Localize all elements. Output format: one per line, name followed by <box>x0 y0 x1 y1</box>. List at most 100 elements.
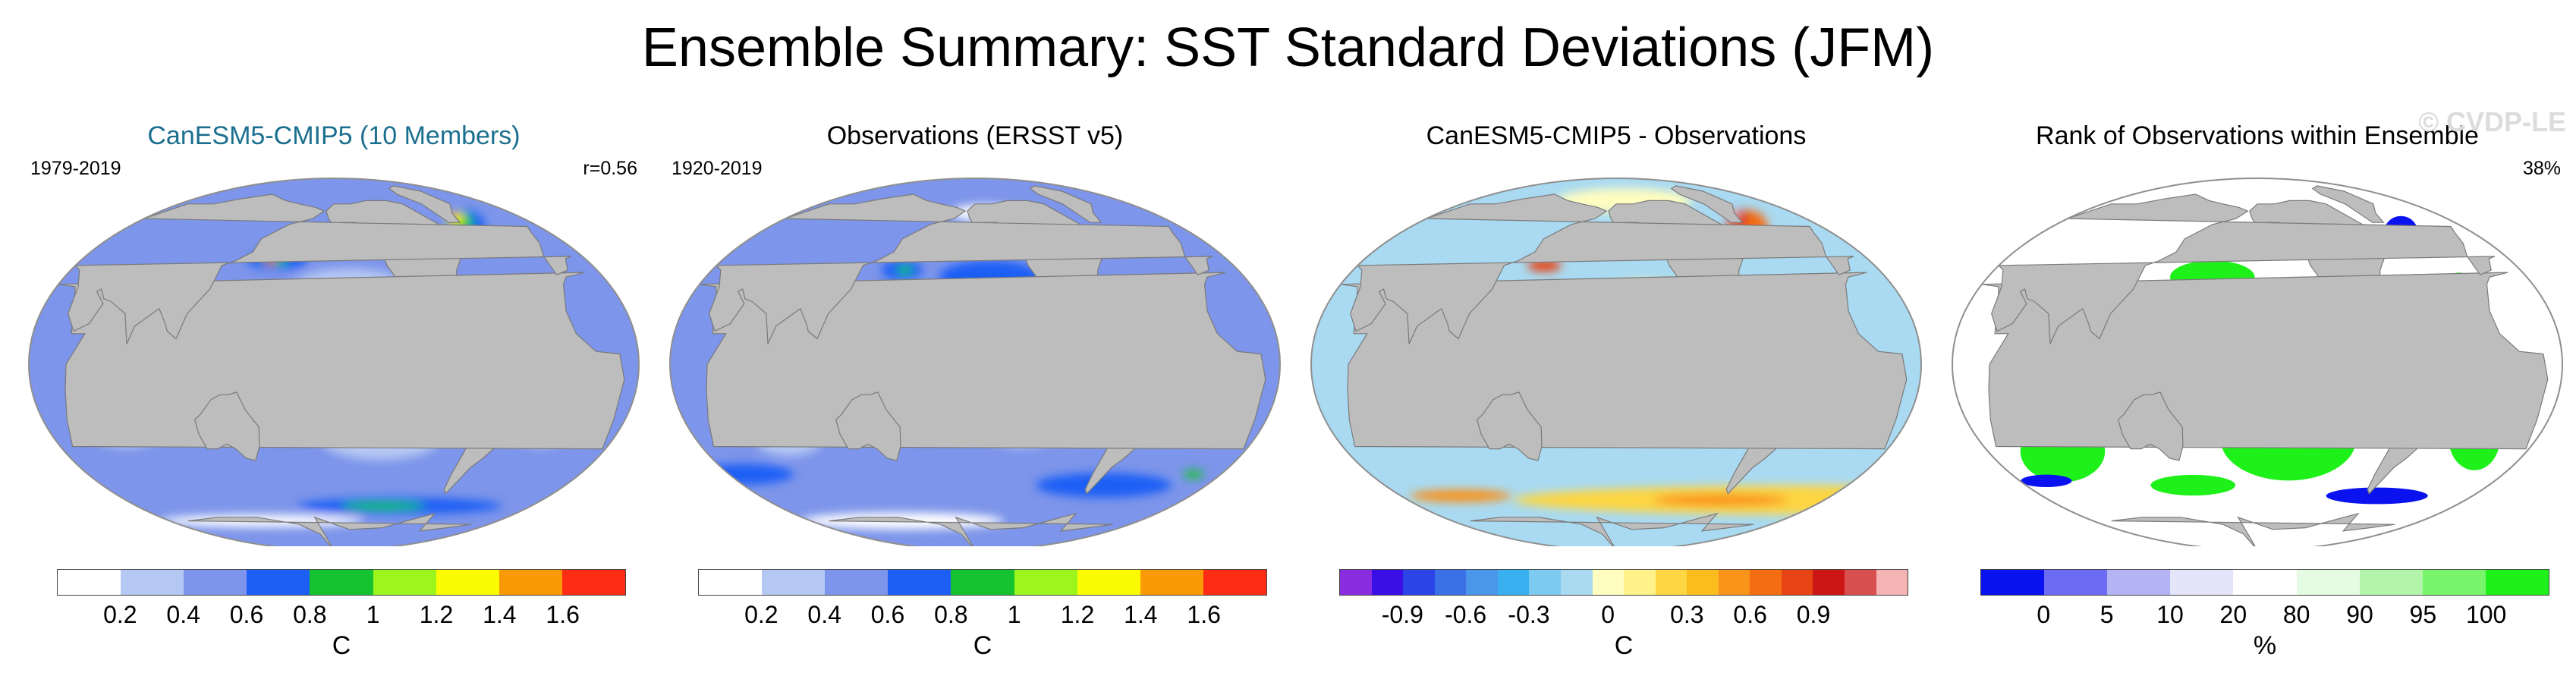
watermark: © CVDP-LE <box>2418 106 2566 137</box>
colorbar-segment <box>951 570 1014 595</box>
colorbar-tick-label: 0.8 <box>934 601 968 628</box>
map <box>669 178 1281 546</box>
colorbar-segment <box>247 570 310 595</box>
map <box>1952 178 2563 546</box>
colorbar-segment <box>436 570 499 595</box>
stat-label: 38% <box>2522 158 2561 179</box>
colorbar-segment <box>699 570 763 595</box>
colorbar-tick-label: 0.9 <box>1796 601 1831 628</box>
colorbar-tick-label: 0.4 <box>166 601 200 628</box>
colorbar-tick-label: 1.4 <box>1124 601 1158 628</box>
colorbar-segment <box>1624 570 1656 595</box>
colorbar-segment <box>825 570 889 595</box>
colorbar-tick-label: 100 <box>2465 601 2507 628</box>
colorbar-segment <box>2170 570 2234 595</box>
colorbar-tick-label: -0.9 <box>1381 601 1423 628</box>
colorbar-tick-label: 0 <box>1601 601 1615 628</box>
colorbar-segment <box>1655 570 1687 595</box>
colorbar-segment <box>373 570 436 595</box>
colorbar-segment <box>1340 570 1372 595</box>
colorbar-segment <box>1403 570 1435 595</box>
land-greenland <box>2311 185 2385 223</box>
map-border <box>28 178 640 546</box>
colorbar-ticks: 0.2 0.4 0.6 0.8 1 1.2 1.4 1.6 <box>698 601 1267 631</box>
land-africa <box>58 272 625 450</box>
colorbar-tick-label: 1 <box>1007 601 1021 628</box>
colorbar-segment <box>58 570 121 595</box>
land-eurasia <box>709 193 1213 344</box>
colorbar-segment <box>1813 570 1845 595</box>
map-border <box>1952 178 2563 546</box>
colorbar-segment <box>1845 570 1876 595</box>
colorbar-ticks: 0 5 10 20 80 90 95 100 <box>1980 601 2549 631</box>
field-anomaly <box>1036 473 1172 498</box>
land-antarctica <box>187 512 472 546</box>
map-content <box>29 178 639 546</box>
colorbar-segment <box>762 570 826 595</box>
colorbar-segment <box>561 570 625 595</box>
land-eurasia <box>68 193 572 344</box>
panel-4: Rank of Observations within Ensemble 38% ©… <box>1942 106 2572 675</box>
land-australia <box>2118 391 2184 461</box>
panel-2: Observations (ERSST v5) 1920-2019 0.2 0.4 0.… <box>660 114 1290 675</box>
colorbar-segment <box>1560 570 1593 595</box>
colorbar-tick-label: 1.4 <box>483 601 517 628</box>
field-anomaly <box>1653 493 1788 507</box>
colorbar-unit: C <box>973 631 992 660</box>
land-eurasia <box>1991 193 2496 344</box>
colorbar-segment <box>1434 570 1467 595</box>
colorbar-segment <box>1718 570 1750 595</box>
field-anomaly <box>2150 474 2236 496</box>
colorbar-tick-label: 0.8 <box>293 601 327 628</box>
panel-title: Observations (ERSST v5) <box>826 121 1124 150</box>
map-content <box>1952 178 2562 546</box>
land-australia <box>1477 391 1543 461</box>
colorbar-tick-label: -0.3 <box>1508 601 1550 628</box>
colorbar-segment <box>1077 570 1140 595</box>
colorbar-segment <box>2359 570 2423 595</box>
map <box>28 178 640 546</box>
colorbar-unit: C <box>1614 631 1634 660</box>
colorbar-tick-label: 0.6 <box>229 601 264 628</box>
colorbar-tick-label: 95 <box>2409 601 2437 628</box>
land-australia <box>194 391 260 461</box>
land-antarctica <box>2111 512 2395 546</box>
land-greenland <box>1029 185 1102 223</box>
main-title: Ensemble Summary: SST Standard Deviation… <box>641 17 1935 78</box>
colorbar-segment <box>310 570 373 595</box>
panel-title: CanESM5-CMIP5 (10 Members) <box>147 121 521 150</box>
colorbar-segment <box>2107 570 2171 595</box>
colorbar-unit: C <box>332 631 351 660</box>
land-africa <box>699 272 1266 450</box>
period-label: 1979-2019 <box>30 158 121 179</box>
map-border <box>669 178 1281 546</box>
colorbar <box>698 569 1267 596</box>
colorbar-segment <box>184 570 247 595</box>
colorbar-tick-label: 1.6 <box>546 601 580 628</box>
colorbar-tick-label: 1.6 <box>1187 601 1221 628</box>
colorbar-segment <box>1014 570 1077 595</box>
map-content <box>1311 178 1921 546</box>
field-anomaly <box>341 501 426 511</box>
period-label: 1920-2019 <box>672 158 763 179</box>
field-anomaly <box>692 464 794 485</box>
colorbar-tick-label: 1.2 <box>1060 601 1095 628</box>
colorbar-segment <box>1466 570 1498 595</box>
colorbar <box>1339 569 1908 596</box>
colorbar-tick-label: 0 <box>2037 601 2051 628</box>
panel-title: CanESM5-CMIP5 - Observations <box>1426 121 1807 150</box>
field-anomaly <box>896 266 914 275</box>
colorbar-segment <box>1497 570 1530 595</box>
colorbar-segment <box>1876 570 1908 595</box>
field-anomaly <box>2021 474 2072 487</box>
land-greenland <box>388 185 461 223</box>
colorbar-unit: % <box>2253 631 2277 660</box>
land-antarctica <box>829 512 1113 546</box>
land-africa <box>1981 272 2549 450</box>
colorbar-tick-label: 0.6 <box>1733 601 1767 628</box>
map-border <box>1310 178 1922 546</box>
land-africa <box>1340 272 1908 450</box>
colorbar-segment <box>888 570 951 595</box>
colorbar <box>1980 569 2549 596</box>
